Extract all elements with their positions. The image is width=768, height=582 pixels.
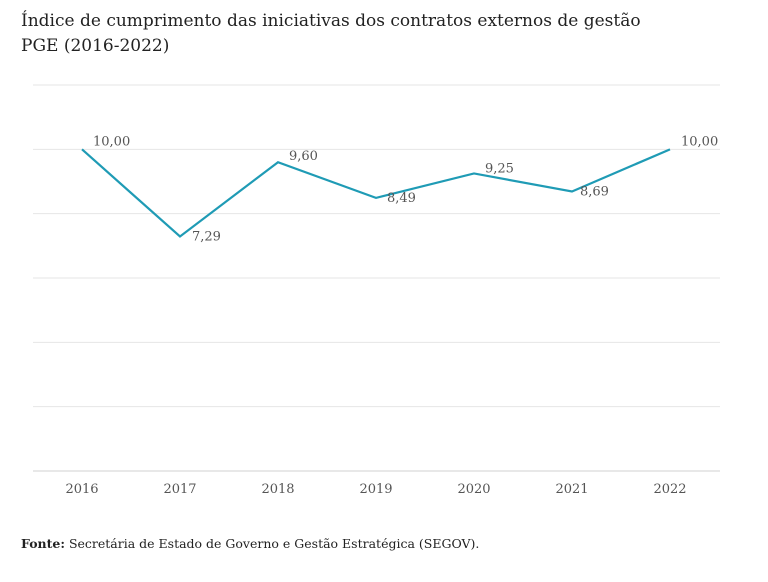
data-label: 7,29 — [192, 230, 221, 245]
source-note: Fonte: Secretária de Estado de Governo e… — [21, 536, 479, 551]
chart-title-line-2: PGE (2016-2022) — [21, 36, 170, 56]
chart-title: Índice de cumprimento das iniciativas do… — [21, 9, 641, 59]
data-label: 9,25 — [485, 161, 514, 176]
x-tick-label: 2020 — [457, 482, 490, 497]
source-text: Secretária de Estado de Governo e Gestão… — [68, 536, 480, 551]
data-label: 8,69 — [580, 184, 609, 199]
series-line — [81, 148, 671, 238]
x-tick-label: 2016 — [65, 482, 98, 497]
x-tick-label: 2017 — [163, 482, 196, 497]
source-label: Fonte: — [21, 536, 65, 551]
x-tick-label: 2021 — [555, 482, 588, 497]
x-tick-label: 2018 — [261, 482, 294, 497]
data-label: 10,00 — [93, 134, 130, 149]
data-label: 9,60 — [289, 149, 318, 164]
x-tick-label: 2019 — [359, 482, 392, 497]
x-tick-label: 2022 — [653, 482, 686, 497]
chart-title-line-1: Índice de cumprimento das iniciativas do… — [21, 11, 641, 31]
data-label: 8,49 — [387, 191, 416, 206]
data-label: 10,00 — [681, 134, 718, 149]
